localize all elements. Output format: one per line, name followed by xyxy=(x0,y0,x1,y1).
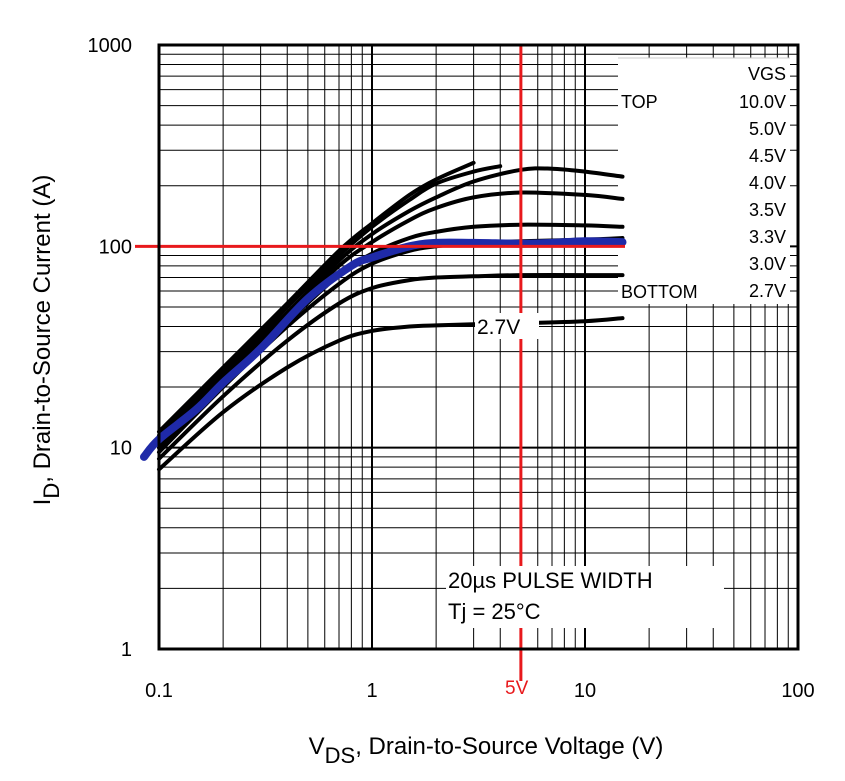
legend-value: 4.0V xyxy=(749,173,786,193)
y-tick-label: 100 xyxy=(99,236,132,258)
legend-value: 10.0V xyxy=(739,92,786,112)
vgs-curve xyxy=(157,166,625,442)
x-tick-label: 10 xyxy=(574,680,596,702)
y-axis-title-rest: , Drain-to-Source Current (A) xyxy=(29,175,56,483)
x-axis-title-rest: , Drain-to-Source Voltage (V) xyxy=(355,733,663,760)
y-axis-title-subscript: D xyxy=(39,483,64,499)
curve-label-backdrop xyxy=(475,313,539,339)
legend-bottom-label: BOTTOM xyxy=(621,282,698,302)
y-tick-label: 1000 xyxy=(88,35,133,57)
legend-values: 10.0V 5.0V 4.5V 4.0V 3.5V 3.3V 3.0V 2.7V xyxy=(739,92,786,301)
x-tick-labels: 0.1 1 10 100 xyxy=(145,680,815,702)
x-axis-title-main: V xyxy=(309,733,325,760)
vgs-curve xyxy=(157,160,476,434)
x-axis-title-subscript: DS xyxy=(325,743,356,768)
legend-value: 3.5V xyxy=(749,200,786,220)
temperature-note: Tj = 25°C xyxy=(448,599,541,624)
vgs-curve xyxy=(157,316,625,472)
x-tick-label: 100 xyxy=(781,680,814,702)
y-tick-label: 1 xyxy=(121,639,132,661)
legend-value: 2.7V xyxy=(749,281,786,301)
legend-value: 5.0V xyxy=(749,119,786,139)
marker-label-5v: 5V xyxy=(505,678,529,699)
legend-value: 3.0V xyxy=(749,254,786,274)
x-tick-label: 1 xyxy=(366,680,377,702)
pulse-note-backdrop xyxy=(446,566,724,628)
y-tick-labels: 1 10 100 1000 xyxy=(88,35,133,661)
legend-value: 3.3V xyxy=(749,227,786,247)
curves xyxy=(157,160,625,472)
legend-top-label: TOP xyxy=(621,92,658,112)
x-tick-label: 0.1 xyxy=(145,680,173,702)
curve-label: 2.7V xyxy=(477,316,520,339)
vgs-curve xyxy=(157,273,625,461)
y-tick-label: 10 xyxy=(110,438,132,460)
legend-header: VGS xyxy=(748,64,786,84)
overlay-trace-blue xyxy=(140,237,627,461)
vgs-curve xyxy=(157,190,625,446)
y-axis-title-main: I xyxy=(29,499,56,506)
legend-value: 4.5V xyxy=(749,146,786,166)
plot-frame xyxy=(157,43,800,651)
x-axis-title: VDS, Drain-to-Source Voltage (V) xyxy=(309,733,664,768)
pulse-width-note: 20µs PULSE WIDTH xyxy=(448,568,653,593)
legend-panel: VGS TOP BOTTOM 10.0V 5.0V 4.5V 4.0V 3.5V 3.3V… xyxy=(618,57,790,304)
y-axis-title: ID, Drain-to-Source Current (A) xyxy=(29,175,64,506)
vgs-curve xyxy=(157,164,503,438)
legend-background xyxy=(618,58,790,304)
